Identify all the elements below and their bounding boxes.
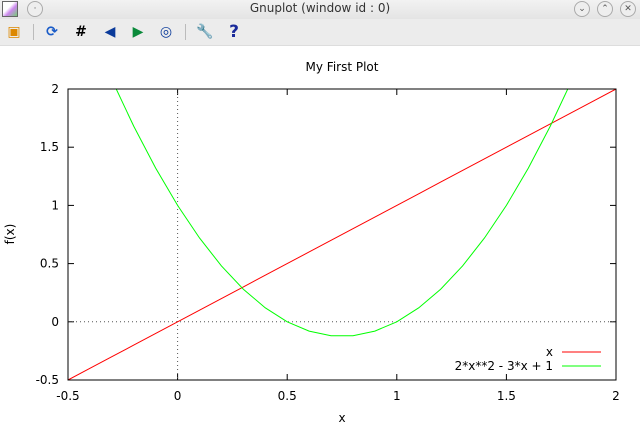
plot-border (67, 88, 617, 381)
y-tick-label: 0 (51, 315, 59, 329)
settings-wrench-icon[interactable]: 🔧 (196, 24, 214, 40)
zoom-previous-icon[interactable]: ◀ (104, 24, 116, 40)
plot-canvas: My First Plot f(x) x -0.5 0 0.5 1 1.5 2 -0.5 0 0… (3, 60, 620, 425)
x-tick-label: 0.5 (278, 389, 297, 403)
series-line-1 (115, 89, 569, 337)
x-tick-label: 2 (612, 389, 620, 403)
toolbar-separator (185, 24, 186, 40)
y-tick-label: 2 (51, 82, 59, 96)
y-axis-label: f(x) (3, 224, 17, 245)
y-tick-label: -0.5 (36, 373, 59, 387)
legend-label: x (546, 345, 553, 359)
gnuplot-app-icon (2, 1, 18, 17)
maximize-button[interactable]: ⌃ (597, 1, 613, 17)
window-title: Gnuplot (window id : 0) (249, 1, 391, 15)
y-tick-label: 1.5 (40, 140, 59, 154)
minimize-button[interactable]: ⌄ (574, 1, 590, 17)
x-tick-label: -0.5 (56, 389, 79, 403)
x-tick-label: 1 (393, 389, 401, 403)
copy-clipboard-icon[interactable]: ▣ (7, 24, 21, 40)
toolbar-separator (33, 24, 34, 40)
title-bar: · Gnuplot (window id : 0) ⌄ ⌃ ✕ (0, 0, 640, 19)
zoom-next-icon[interactable]: ▶ (132, 24, 144, 40)
legend-label: 2*x**2 - 3*x + 1 (455, 359, 553, 373)
window-menu-button[interactable]: · (27, 1, 43, 17)
x-tick-label: 0 (174, 389, 182, 403)
y-tick-label: 1 (51, 198, 59, 212)
toolbar: ▣ ⟳ # ◀ ▶ ◎ 🔧 ? (0, 19, 640, 46)
x-tick-label: 1.5 (497, 389, 516, 403)
y-tick-label: 0.5 (40, 257, 59, 271)
series-line-0 (68, 89, 616, 380)
x-axis-label: x (338, 411, 345, 425)
chart-title: My First Plot (306, 60, 379, 74)
grid-icon[interactable]: # (75, 24, 87, 40)
close-button[interactable]: ✕ (620, 1, 636, 17)
autoscale-icon[interactable]: ◎ (159, 24, 173, 40)
replot-icon[interactable]: ⟳ (46, 24, 58, 40)
help-icon[interactable]: ? (229, 22, 239, 42)
